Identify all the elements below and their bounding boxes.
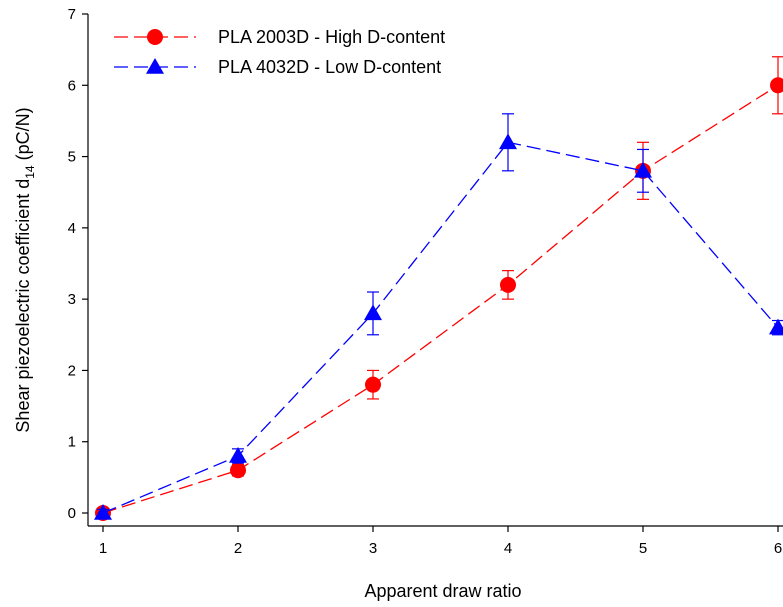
series-2 <box>94 113 783 520</box>
legend-marker <box>146 58 164 74</box>
y-tick-label: 0 <box>68 505 76 522</box>
data-point <box>364 304 382 321</box>
x-tick-label: 6 <box>774 540 782 557</box>
data-point <box>365 376 381 393</box>
legend-label: PLA 4032D - Low D-content <box>218 57 441 77</box>
series-layer <box>94 56 783 521</box>
data-point <box>229 446 247 463</box>
y-axis-label-unit: (pC/N) <box>13 107 33 165</box>
data-point <box>94 504 112 520</box>
y-tick-label: 6 <box>68 77 76 94</box>
data-point <box>770 77 783 94</box>
y-tick-label: 2 <box>68 362 76 379</box>
y-ticks: 0 1 2 3 4 5 6 7 <box>68 6 88 522</box>
x-tick-label: 2 <box>234 540 242 557</box>
data-point <box>500 276 516 293</box>
x-tick-label: 1 <box>99 540 107 557</box>
x-tick-label: 4 <box>504 540 512 557</box>
legend: PLA 2003D - High D-content PLA 4032D - Lo… <box>114 27 445 77</box>
x-axis-label: Apparent draw ratio <box>364 581 521 601</box>
y-tick-label: 7 <box>68 6 76 23</box>
y-tick-label: 3 <box>68 291 76 308</box>
y-axis-label-subscript: 14 <box>23 165 37 179</box>
data-point <box>769 318 783 335</box>
x-tick-label: 3 <box>369 540 377 557</box>
y-tick-label: 5 <box>68 149 76 166</box>
legend-marker <box>147 29 163 45</box>
axes: 0 1 2 3 4 5 6 7 1 2 3 4 5 6 <box>68 6 783 557</box>
x-ticks: 1 2 3 4 5 6 <box>99 526 782 557</box>
y-axis-label: Shear piezoelectric coefficient d14 (pC/… <box>13 107 37 432</box>
y-tick-label: 4 <box>68 220 76 237</box>
legend-label: PLA 2003D - High D-content <box>218 27 445 47</box>
series-1 <box>95 56 783 521</box>
y-tick-label: 1 <box>68 434 76 451</box>
data-point <box>499 133 517 150</box>
series-line <box>102 84 779 514</box>
series-line <box>102 141 779 514</box>
y-axis-label-main: Shear piezoelectric coefficient d <box>13 179 33 433</box>
x-tick-label: 5 <box>639 540 647 557</box>
data-point <box>230 462 246 479</box>
data-point <box>634 161 652 178</box>
